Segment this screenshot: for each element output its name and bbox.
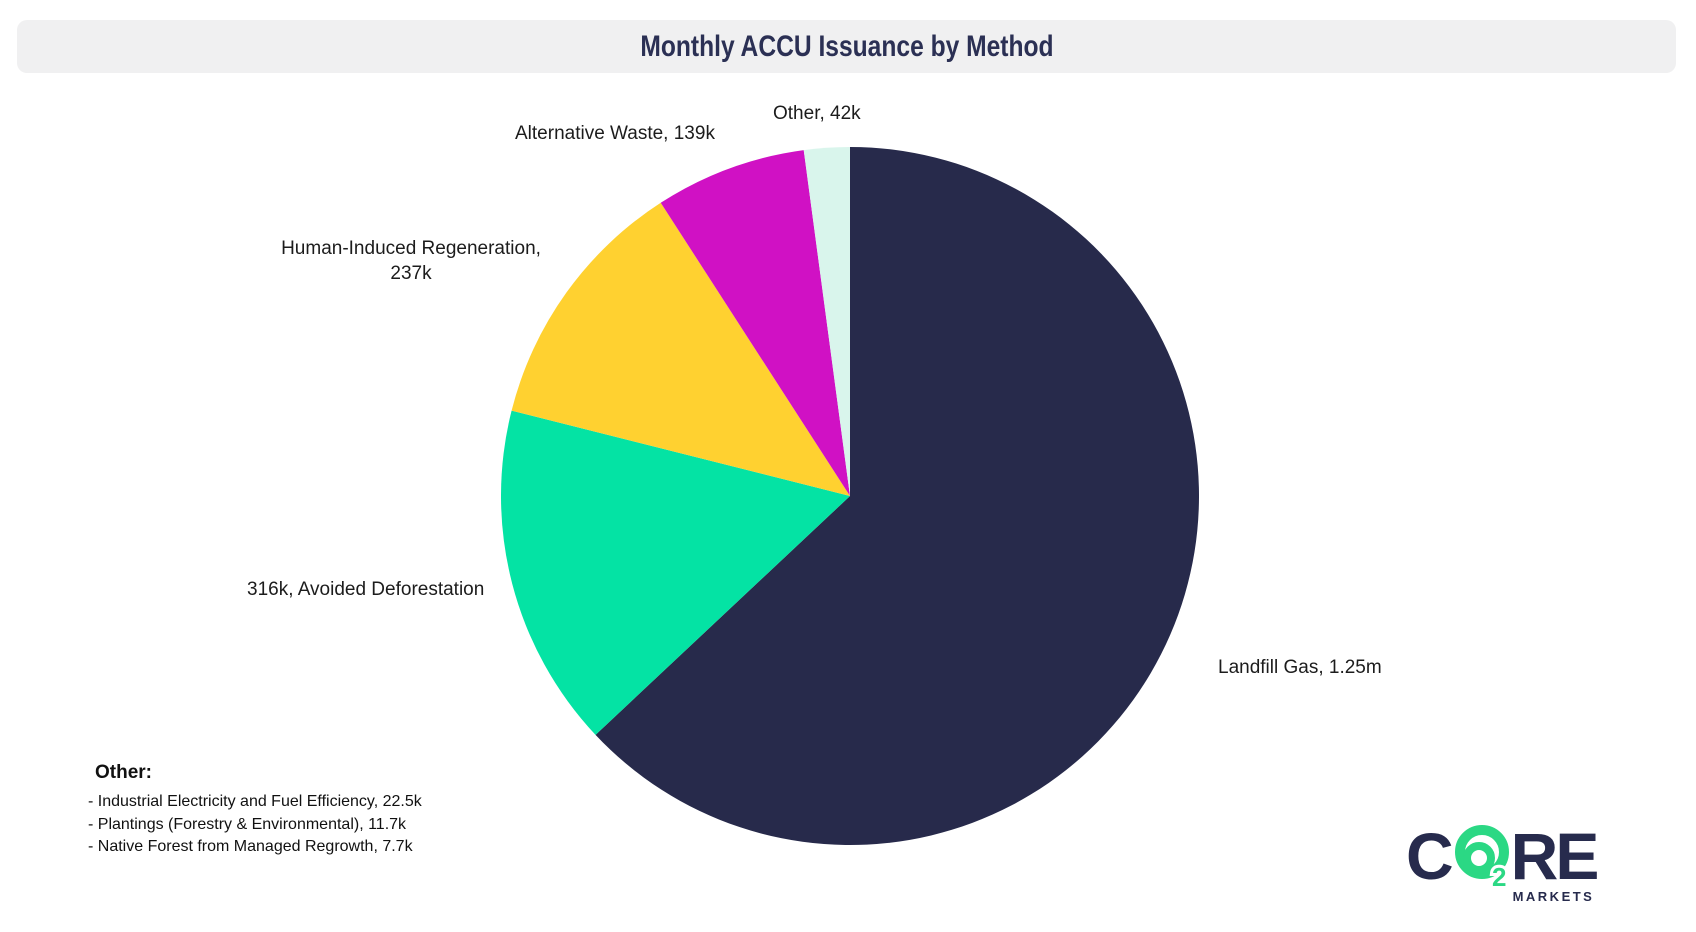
pie-label-other: Other, 42k xyxy=(773,103,861,124)
pie-slice-alternative-waste xyxy=(660,150,850,496)
other-breakdown-item: - Industrial Electricity and Fuel Effici… xyxy=(88,793,422,810)
logo-letter-c: C xyxy=(1406,819,1454,893)
other-breakdown-item: - Native Forest from Managed Regrowth, 7… xyxy=(88,838,413,855)
pie-label-alternative-waste: Alternative Waste, 139k xyxy=(515,123,715,144)
pie-label-hir-line1: Human-Induced Regeneration, xyxy=(281,238,541,259)
core-markets-logo: C 2 RE MARKETS xyxy=(1406,819,1600,904)
other-breakdown-item: - Plantings (Forestry & Environmental), … xyxy=(88,815,407,833)
pie-label-landfill-gas: Landfill Gas, 1.25m xyxy=(1218,657,1382,678)
title-bar: Monthly ACCU Issuance by Method xyxy=(17,20,1676,73)
pie-chart xyxy=(501,147,1199,845)
other-breakdown-heading: Other: xyxy=(95,762,152,783)
logo-markets-text: MARKETS xyxy=(1512,889,1595,904)
chart-title: Monthly ACCU Issuance by Method xyxy=(639,29,1054,63)
pie-slice-human-induced-regeneration xyxy=(511,202,850,496)
core-markets-wordmark: C 2 RE xyxy=(1406,819,1600,895)
pie-slice-avoided-deforestation xyxy=(501,410,850,735)
pie-slice-other xyxy=(803,147,850,496)
pie-label-human-induced-regeneration: Human-Induced Regeneration, 237k xyxy=(250,236,572,286)
co2-rings-icon: 2 xyxy=(1454,825,1509,895)
logo-letter-re: RE xyxy=(1510,819,1600,893)
co2-subscript: 2 xyxy=(1492,862,1506,892)
pie-slice-landfill-gas xyxy=(595,147,1199,845)
pie-label-hir-line2: 237k xyxy=(390,263,432,284)
other-breakdown: Other: - Industrial Electricity and Fuel… xyxy=(88,762,422,859)
pie-label-avoided-deforestation: 316k, Avoided Deforestation xyxy=(247,579,485,600)
